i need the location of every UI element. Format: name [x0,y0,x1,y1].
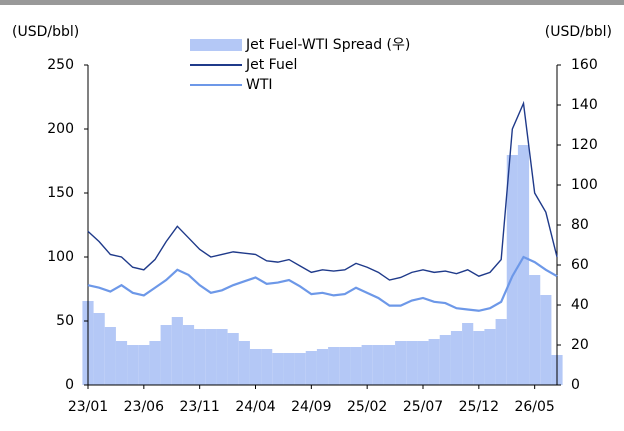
spread-bar [361,345,373,385]
y-tick-label: 50 [56,313,74,329]
y2-tick-label: 120 [571,137,598,153]
y2-tick-label: 40 [571,297,589,313]
y2-tick-label: 0 [571,377,580,393]
spread-bar [127,345,139,385]
spread-bar [495,319,507,385]
spread-bar [540,295,552,385]
spread-bar [372,345,384,385]
spread-bar [395,341,407,385]
spread-bar [238,341,250,385]
spread-bar [428,339,440,385]
y2-axis-title: (USD/bbl) [545,24,612,40]
spread-bar [261,349,273,385]
spread-bar [462,323,474,385]
spread-bar [272,353,284,385]
y-tick-label: 0 [65,377,74,393]
spread-bar [328,347,340,385]
y2-tick-label: 60 [571,257,589,273]
spread-bar [517,145,530,385]
spread-bar [171,317,183,385]
spread-bar [205,329,217,385]
spread-bar [283,353,295,385]
y2-tick-label: 80 [571,217,589,233]
x-tick-label: 24/04 [235,399,275,415]
x-tick-label: 25/12 [459,399,499,415]
y2-tick-label: 20 [571,337,589,353]
series-line [87,100,558,281]
spread-bar [305,351,317,385]
spread-bar [316,349,329,385]
spread-bar [194,329,206,385]
spread-bar [439,335,451,385]
spread-bar [227,333,239,385]
spread-bar [473,331,485,385]
spread-bar [216,329,228,385]
y2-tick-label: 160 [571,57,598,73]
spread-bar [406,341,418,385]
spread-bar [249,349,262,385]
legend-label: WTI [246,77,273,93]
spread-bar [417,341,429,385]
y-tick-label: 200 [47,121,74,137]
y-tick-label: 150 [47,185,74,201]
spread-bar [104,327,116,385]
y2-tick-label: 100 [571,177,598,193]
legend-label: Jet Fuel [245,57,297,73]
spread-bar [182,325,195,385]
x-tick-label: 23/01 [68,399,108,415]
spread-bar [115,341,128,385]
top-bar [0,0,624,5]
y-tick-label: 250 [47,57,74,73]
spread-bar [350,347,362,385]
x-tick-label: 25/07 [403,399,443,415]
x-tick-label: 25/02 [347,399,387,415]
x-tick-label: 24/09 [291,399,331,415]
y-tick-label: 100 [47,249,74,265]
spread-bar [529,275,541,385]
spread-bar [93,313,105,385]
spread-bar [160,325,172,385]
spread-bar [294,353,306,385]
spread-bar [484,329,496,385]
spread-bar [339,347,351,385]
spread-bar [138,345,150,385]
legend-label: Jet Fuel-WTI Spread (우) [245,37,410,53]
y2-tick-label: 140 [571,97,598,113]
series-line [87,255,558,312]
spread-bar [149,341,161,385]
x-tick-label: 23/11 [179,399,219,415]
spread-bar [450,331,463,385]
spread-bar [506,155,518,385]
x-tick-label: 23/06 [124,399,164,415]
spread-bar [383,345,396,385]
x-tick-label: 26/05 [514,399,554,415]
legend-swatch [190,39,242,51]
y-axis-title: (USD/bbl) [12,24,79,40]
